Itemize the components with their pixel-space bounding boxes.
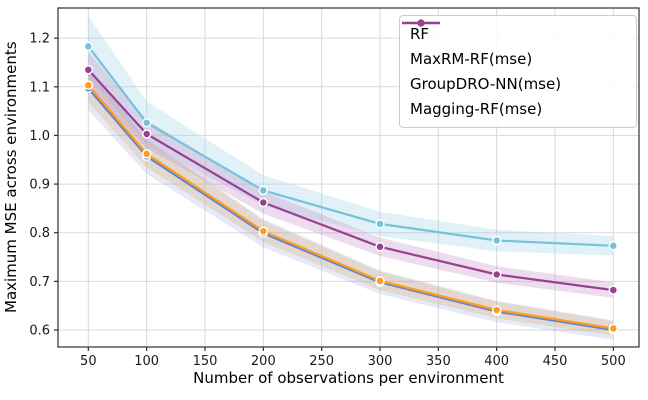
y-tick-label: 0.9 bbox=[29, 178, 50, 193]
legend-item-rf: RF bbox=[402, 19, 626, 45]
axes-spines bbox=[57, 7, 640, 348]
gridlines bbox=[58, 8, 639, 347]
y-tick-label: 1.2 bbox=[29, 32, 50, 47]
x-tick-label: 150 bbox=[193, 354, 218, 369]
data-point bbox=[608, 323, 619, 334]
data-point bbox=[141, 149, 152, 159]
data-point bbox=[375, 219, 385, 229]
series-groupdro-nn-mse- bbox=[83, 41, 619, 251]
y-tick-label: 0.7 bbox=[29, 275, 50, 290]
data-point bbox=[491, 305, 502, 315]
data-point bbox=[83, 41, 94, 52]
confidence-bands bbox=[88, 15, 614, 340]
legend: RF MaxRM-RF(mse) GroupDRO-NN(mse) Magging-R… bbox=[399, 15, 637, 128]
data-point bbox=[258, 226, 269, 236]
legend-label-groupdro-nn-mse-: GroupDRO-NN(mse) bbox=[410, 75, 562, 93]
y-tick-label: 0.6 bbox=[29, 323, 50, 338]
y-tick-label: 1.1 bbox=[29, 80, 50, 95]
data-point bbox=[141, 118, 152, 128]
data-point bbox=[258, 185, 269, 196]
series-maxrm-rf-mse- bbox=[83, 80, 619, 334]
y-axis-label: Maximum MSE across environments bbox=[2, 41, 20, 314]
data-point bbox=[375, 242, 385, 252]
series-magging-rf-mse- bbox=[83, 65, 619, 295]
x-tick-label: 450 bbox=[543, 354, 568, 369]
x-tick-label: 100 bbox=[134, 354, 159, 369]
x-tick-label: 200 bbox=[251, 354, 276, 369]
data-point bbox=[491, 269, 502, 280]
data-point bbox=[608, 285, 619, 295]
legend-item-magging-rf-mse-: Magging-RF(mse) bbox=[402, 19, 626, 120]
legend-label-magging-rf-mse-: Magging-RF(mse) bbox=[410, 100, 543, 118]
data-point bbox=[83, 65, 94, 75]
x-tick-label: 50 bbox=[80, 354, 97, 369]
x-tick-label: 350 bbox=[426, 354, 451, 369]
data-point bbox=[491, 235, 502, 246]
x-tick-label: 250 bbox=[309, 354, 334, 369]
data-point bbox=[375, 276, 385, 286]
axis-ticks: 50 100 150 200 250 300 350 400 450 500 0.6 0.7 0.8 0.… bbox=[29, 32, 625, 369]
legend-item-maxrm-rf-mse-: MaxRM-RF(mse) bbox=[402, 19, 626, 70]
data-point bbox=[83, 80, 94, 91]
y-tick-label: 0.8 bbox=[29, 226, 50, 241]
data-point bbox=[608, 241, 619, 251]
data-point bbox=[258, 197, 269, 208]
legend-line-marker-icon bbox=[402, 19, 440, 27]
legend-item-groupdro-nn-mse-: GroupDRO-NN(mse) bbox=[402, 19, 626, 95]
band-rf bbox=[88, 66, 614, 340]
legend-label-maxrm-rf-mse-: MaxRM-RF(mse) bbox=[410, 50, 533, 68]
x-tick-label: 300 bbox=[368, 354, 393, 369]
legend-label-rf: RF bbox=[410, 25, 430, 43]
x-tick-label: 400 bbox=[484, 354, 509, 369]
x-axis-label: Number of observations per environment bbox=[193, 369, 504, 387]
band-groupdro-nn-mse- bbox=[88, 15, 614, 256]
data-point bbox=[141, 129, 152, 139]
x-tick-label: 500 bbox=[601, 354, 626, 369]
y-tick-label: 1.0 bbox=[29, 129, 50, 144]
